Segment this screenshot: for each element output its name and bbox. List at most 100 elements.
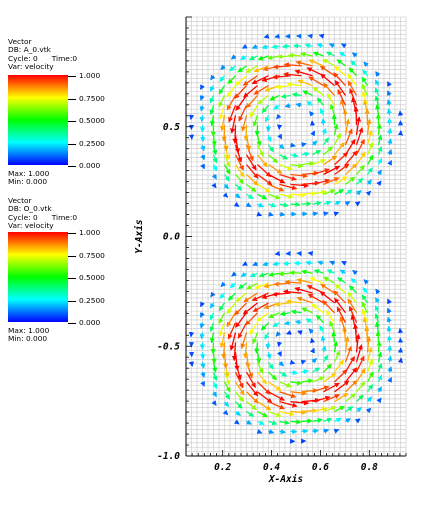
vector-arrow — [377, 362, 383, 373]
vector-arrow — [267, 144, 275, 153]
vector-arrow — [375, 330, 381, 343]
vector-arrow — [340, 43, 347, 49]
vector-arrow — [235, 174, 244, 185]
vector-arrow — [280, 93, 291, 99]
vector-arrow — [322, 354, 329, 363]
vector-arrow — [257, 410, 269, 418]
vector-arrow — [268, 271, 280, 278]
vector-arrow — [312, 367, 321, 373]
x-tick-label: 0.8 — [361, 462, 378, 473]
vector-arrow — [222, 192, 229, 198]
vector-arrow — [356, 177, 364, 185]
vector-arrow — [377, 374, 383, 383]
vector-arrow — [366, 141, 374, 155]
vector-arrow — [320, 335, 326, 343]
legend-tick: 0.2500 — [68, 296, 105, 305]
vector-arrow — [312, 395, 331, 403]
vector-arrow — [290, 182, 310, 189]
vector-arrow — [237, 65, 247, 73]
vector-arrow — [333, 142, 345, 156]
vector-arrow — [387, 138, 393, 145]
vector-arrow — [256, 312, 269, 322]
vector-arrow — [366, 129, 373, 146]
vector-arrow — [279, 164, 293, 171]
vector-arrow — [366, 346, 373, 363]
color-ramp-o — [8, 232, 68, 322]
vector-arrow — [312, 385, 330, 393]
vector-arrow — [241, 43, 248, 49]
vector-arrow — [312, 417, 323, 423]
vector-arrow — [322, 300, 335, 314]
vector-arrow — [257, 164, 272, 178]
vector-arrow — [387, 376, 392, 383]
vector-arrow — [361, 83, 369, 96]
legend-a: Vector DB: A_0.vtk Cycle: 0 Time:0 Var: … — [8, 37, 138, 71]
vector-arrow — [272, 74, 291, 80]
vector-arrow — [345, 150, 358, 166]
vector-arrow — [229, 65, 236, 72]
vector-arrow — [319, 65, 335, 77]
vector-arrow — [365, 335, 372, 353]
vector-arrow — [326, 93, 336, 106]
vector-arrow — [279, 371, 288, 377]
vector-arrow — [309, 277, 324, 284]
vector-arrow — [310, 130, 316, 137]
vector-arrow — [256, 371, 267, 385]
vector-arrow — [252, 332, 259, 345]
vector-arrow — [200, 362, 206, 369]
vector-arrow — [387, 149, 393, 155]
vector-arrow — [376, 397, 382, 404]
vector-arrow — [397, 357, 403, 364]
vector-arrow — [301, 369, 309, 375]
vector-arrow — [326, 269, 335, 275]
vector-arrow — [290, 419, 302, 425]
vector-arrow — [347, 80, 358, 96]
vector-arrow — [266, 352, 272, 360]
vector-arrow — [219, 75, 226, 83]
vector-arrow — [279, 401, 298, 408]
vector-arrow — [279, 183, 298, 191]
vector-arrow — [268, 429, 275, 435]
vector-arrow — [272, 261, 280, 267]
vector-arrow — [321, 345, 327, 353]
vector-arrow — [245, 202, 252, 208]
vector-arrow — [345, 379, 358, 393]
x-tick-label: 0.4 — [263, 462, 280, 473]
vector-arrow — [279, 193, 294, 199]
vector-arrow — [386, 90, 392, 96]
vector-arrow — [344, 355, 355, 373]
vector-arrow — [297, 79, 313, 87]
vector-arrow — [340, 98, 347, 116]
vector-arrow — [212, 381, 218, 390]
legend-tick: 0.000 — [68, 318, 100, 327]
vector-arrow — [310, 337, 316, 344]
vector-arrow — [333, 340, 339, 353]
vector-arrow — [268, 420, 278, 426]
legend-var: Var: velocity — [8, 61, 54, 71]
vector-arrow — [188, 361, 194, 367]
vector-arrow — [311, 357, 318, 364]
y-tick-label: 0.5 — [163, 122, 180, 133]
legend-o: Vector DB: O_0.vtk Cycle: 0 Time:0 Var: … — [8, 196, 138, 230]
vector-arrow — [256, 134, 262, 147]
legend-min: Min: 0.000 — [8, 177, 48, 186]
vector-arrow — [356, 164, 365, 175]
vector-arrow — [361, 76, 369, 86]
vector-arrow — [290, 152, 299, 158]
vector-arrow — [325, 310, 336, 324]
vector-arrow — [307, 293, 324, 304]
vector-arrow — [272, 322, 280, 328]
vector-arrow — [300, 359, 307, 365]
vector-arrow — [277, 133, 283, 140]
vector-arrow — [376, 169, 382, 176]
vector-arrow — [339, 51, 346, 57]
vector-arrow — [230, 54, 237, 60]
vector-arrow — [245, 381, 259, 397]
vector-arrow — [246, 401, 257, 411]
vector-arrow — [386, 99, 392, 106]
vector-arrow — [334, 297, 347, 314]
vector-arrow — [312, 200, 322, 206]
vector-arrow — [387, 298, 392, 305]
vector-arrow — [306, 101, 313, 107]
